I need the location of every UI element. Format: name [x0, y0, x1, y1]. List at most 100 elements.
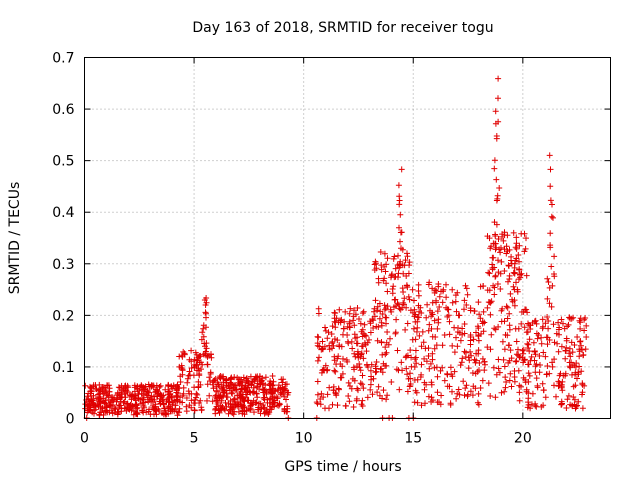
data-point [453, 308, 460, 315]
data-point [401, 301, 407, 308]
data-point [393, 316, 400, 323]
data-point [354, 305, 361, 311]
data-point [474, 399, 481, 406]
data-point [432, 334, 439, 340]
data-point [426, 321, 433, 328]
data-point [322, 327, 329, 334]
data-point [544, 275, 551, 282]
data-point [513, 234, 520, 241]
data-point [237, 395, 244, 402]
data-point [543, 334, 550, 341]
data-point [539, 325, 546, 332]
data-point [566, 350, 573, 357]
data-point [211, 377, 218, 384]
data-point [500, 237, 507, 244]
data-point [346, 398, 353, 405]
data-point [193, 390, 200, 397]
data-point [538, 340, 545, 347]
data-point [329, 323, 336, 330]
peak-point [547, 197, 554, 204]
data-point [427, 360, 434, 367]
data-point [460, 378, 467, 385]
data-point [225, 410, 232, 417]
data-point [428, 325, 435, 332]
data-point [185, 388, 192, 395]
data-point [358, 343, 365, 350]
data-point [521, 248, 528, 255]
data-point [533, 375, 540, 382]
data-point [240, 374, 247, 381]
data-point [476, 311, 483, 318]
data-point [514, 286, 521, 293]
data-point [454, 343, 461, 350]
data-point [534, 384, 541, 391]
data-point [217, 393, 224, 399]
data-point [501, 363, 508, 370]
data-point [395, 367, 402, 374]
x-tick-label: 5 [190, 431, 199, 447]
data-point [332, 319, 339, 326]
data-point [254, 406, 261, 413]
data-point [543, 371, 550, 378]
data-point [150, 384, 157, 390]
data-point [481, 367, 488, 374]
data-point [493, 371, 500, 378]
data-point [260, 402, 267, 408]
data-point [461, 348, 468, 355]
data-point [411, 306, 418, 313]
data-point [579, 405, 586, 412]
data-point [564, 396, 571, 403]
data-point [407, 347, 414, 354]
data-point [477, 385, 484, 391]
data-point [412, 347, 419, 354]
data-point [269, 373, 276, 379]
data-point [383, 280, 390, 287]
data-point [245, 397, 252, 404]
data-point [142, 399, 148, 406]
peak-point [203, 299, 210, 306]
y-tick-label: 0.4 [52, 205, 74, 221]
data-point [525, 399, 532, 406]
data-point [532, 400, 539, 407]
data-point [176, 405, 183, 412]
data-point [118, 394, 125, 401]
data-point [375, 275, 382, 282]
data-point [560, 320, 566, 327]
data-point [149, 396, 156, 403]
data-point [462, 385, 469, 392]
data-point [245, 379, 252, 386]
data-point [569, 362, 576, 368]
data-point [502, 331, 509, 338]
data-point [516, 266, 523, 273]
peak-point [548, 263, 555, 270]
y-tick-label: 0.3 [52, 257, 74, 273]
data-point [443, 294, 450, 301]
data-point [508, 253, 515, 260]
data-point [388, 308, 395, 315]
data-point [431, 345, 438, 352]
data-point [525, 390, 532, 397]
data-point [485, 299, 492, 306]
peak-point [203, 314, 209, 321]
data-point [482, 361, 488, 368]
data-point [556, 372, 563, 379]
data-point [234, 401, 241, 408]
data-point [324, 391, 331, 398]
data-point [258, 405, 265, 412]
data-point [339, 370, 346, 377]
data-point [326, 346, 333, 353]
data-point [434, 389, 441, 396]
data-point [558, 343, 565, 350]
data-point [406, 262, 413, 269]
data-point [522, 376, 529, 383]
data-point [93, 395, 100, 402]
data-point [352, 311, 359, 318]
data-point [321, 367, 328, 373]
data-point [340, 355, 346, 362]
data-point [512, 325, 519, 332]
data-point [358, 350, 365, 357]
data-point [478, 330, 485, 337]
data-point [542, 394, 549, 401]
data-point [565, 321, 572, 328]
data-point [431, 289, 438, 296]
